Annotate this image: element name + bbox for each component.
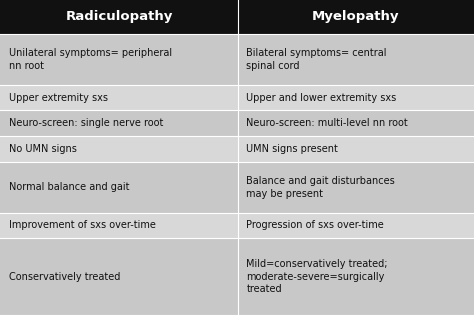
Bar	[0, 136, 238, 162]
Bar	[238, 136, 474, 162]
Text: UMN signs present: UMN signs present	[246, 144, 338, 154]
Text: Upper and lower extremity sxs: Upper and lower extremity sxs	[246, 93, 397, 103]
Bar	[0, 85, 238, 111]
Text: Balance and gait disturbances
may be present: Balance and gait disturbances may be pre…	[246, 176, 395, 198]
Text: Progression of sxs over-time: Progression of sxs over-time	[246, 220, 384, 231]
Text: No UMN signs: No UMN signs	[9, 144, 76, 154]
Text: Neuro-screen: multi-level nn root: Neuro-screen: multi-level nn root	[246, 118, 408, 128]
Text: Mild=conservatively treated;
moderate-severe=surgically
treated: Mild=conservatively treated; moderate-se…	[246, 259, 388, 295]
Bar	[0, 238, 238, 315]
Text: Neuro-screen: single nerve root: Neuro-screen: single nerve root	[9, 118, 163, 128]
Bar	[0, 111, 238, 136]
Bar	[238, 111, 474, 136]
Bar	[0, 162, 238, 213]
Text: Radiculopathy: Radiculopathy	[65, 10, 173, 23]
Bar	[0, 34, 238, 85]
Text: Upper extremity sxs: Upper extremity sxs	[9, 93, 108, 103]
Bar	[238, 213, 474, 238]
Text: Improvement of sxs over-time: Improvement of sxs over-time	[9, 220, 155, 231]
Bar	[238, 34, 474, 85]
Bar	[238, 238, 474, 315]
Text: Myelopathy: Myelopathy	[312, 10, 400, 23]
Bar	[0, 213, 238, 238]
Bar	[0, 0, 474, 34]
Text: Unilateral symptoms= peripheral
nn root: Unilateral symptoms= peripheral nn root	[9, 48, 172, 71]
Text: Normal balance and gait: Normal balance and gait	[9, 182, 129, 192]
Text: Conservatively treated: Conservatively treated	[9, 272, 120, 282]
Bar	[238, 162, 474, 213]
Bar	[238, 85, 474, 111]
Text: Bilateral symptoms= central
spinal cord: Bilateral symptoms= central spinal cord	[246, 48, 387, 71]
